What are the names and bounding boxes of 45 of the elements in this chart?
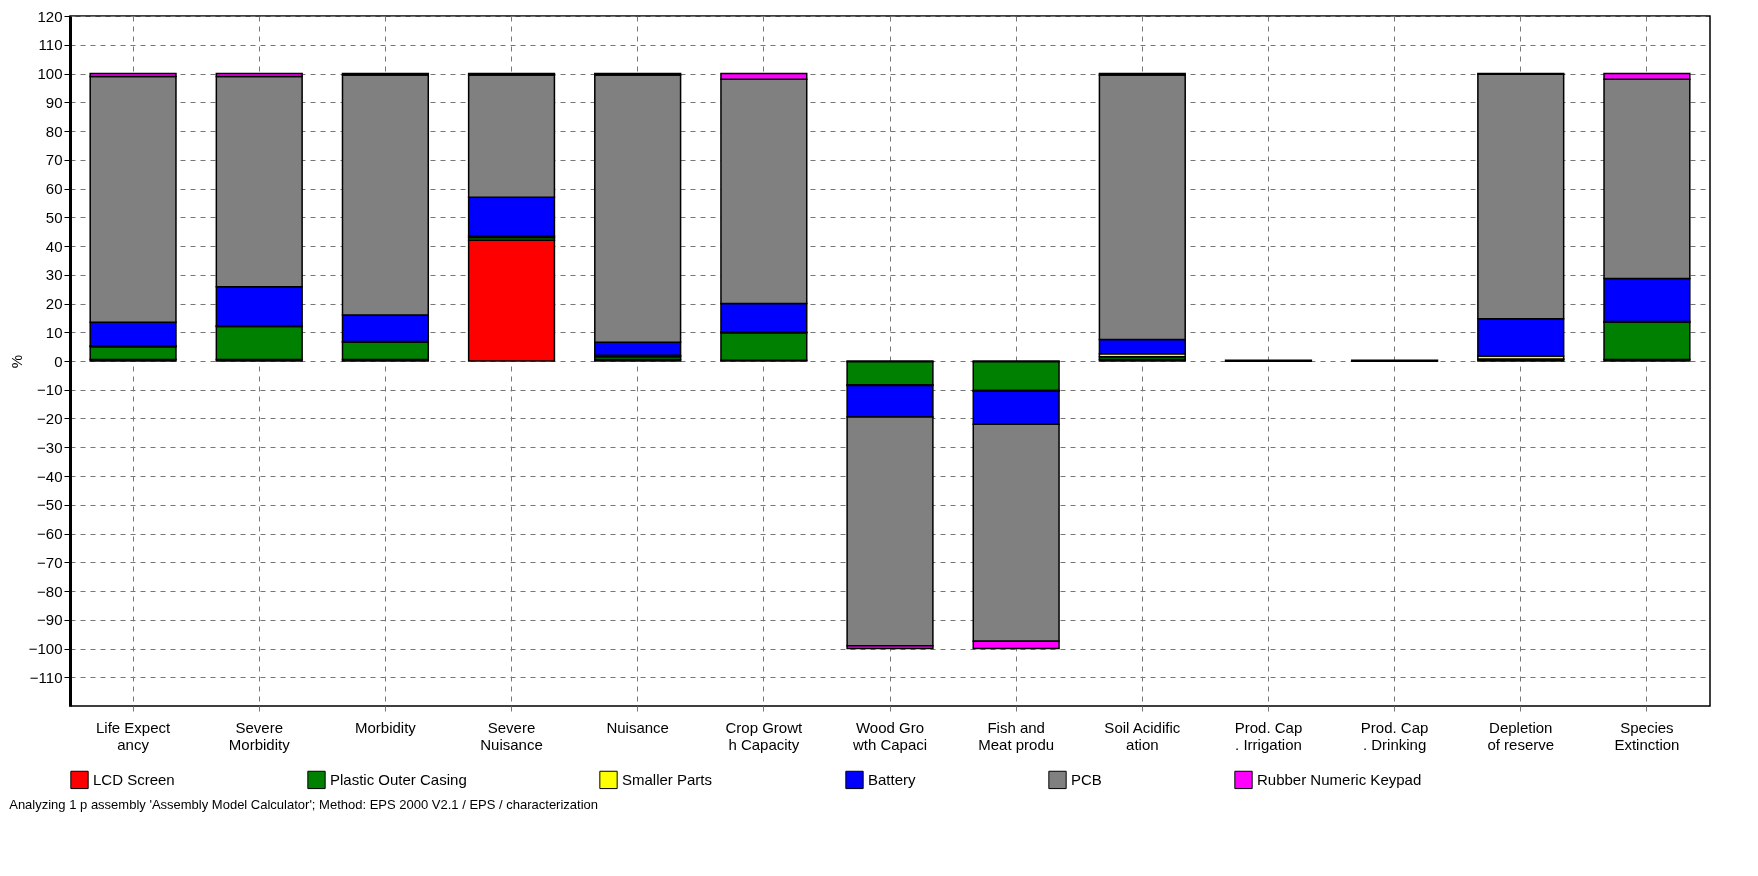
x-tick-label: Fish and Meat produ xyxy=(978,718,1055,753)
x-tick-label: Severe Morbidity xyxy=(228,718,291,753)
x-tick-label: Prod. Cap . Drinking xyxy=(1360,718,1429,753)
x-tick-label: Life Expect ancy xyxy=(95,718,172,753)
legend-label: Rubber Numeric Keypad xyxy=(1257,770,1422,788)
y-tick-label: −110 xyxy=(29,668,63,686)
y-tick-label: 100 xyxy=(37,65,63,82)
y-tick-label: 60 xyxy=(45,180,63,197)
x-tick-label: Depletion of reserve xyxy=(1487,718,1555,753)
legend-label: Battery xyxy=(868,770,917,788)
y-tick-label: 10 xyxy=(45,323,63,341)
y-tick-label: −30 xyxy=(37,438,63,456)
legend-label: PCB xyxy=(1071,770,1102,788)
x-tick-label: Nuisance xyxy=(606,718,669,736)
x-tick-label: Wood Gro wth Capaci xyxy=(851,718,928,753)
legend-label: LCD Screen xyxy=(93,770,175,788)
y-tick-label: 90 xyxy=(45,93,63,111)
y-tick-label: 20 xyxy=(45,295,63,312)
x-tick-label: Morbidity xyxy=(354,718,417,736)
y-tick-label: −50 xyxy=(37,496,63,514)
y-tick-label: −10 xyxy=(37,381,63,399)
x-tick-label: Prod. Cap . Irrigation xyxy=(1234,718,1303,753)
y-tick-label: 40 xyxy=(45,237,63,255)
legend-label: Smaller Parts xyxy=(622,770,713,788)
x-tick-label: Severe Nuisance xyxy=(480,718,543,753)
y-tick-label: −80 xyxy=(37,582,63,600)
y-tick-label: −20 xyxy=(37,410,63,427)
x-tick-label: Crop Growt h Capacity xyxy=(725,718,804,753)
y-tick-label: −40 xyxy=(37,467,63,485)
y-tick-label: 70 xyxy=(45,151,63,169)
y-tick-label: 30 xyxy=(45,266,63,284)
y-tick-label: 80 xyxy=(45,122,63,140)
x-tick-label: Soil Acidific ation xyxy=(1104,718,1181,753)
y-tick-label: −70 xyxy=(37,553,63,571)
y-tick-label: 110 xyxy=(38,36,63,54)
x-tick-label: Species Extinction xyxy=(1614,718,1680,753)
y-axis-title: % xyxy=(7,354,25,369)
y-tick-label: −100 xyxy=(28,640,63,657)
y-tick-label: 0 xyxy=(54,352,63,370)
legend-label: Plastic Outer Casing xyxy=(330,770,467,788)
y-tick-label: −90 xyxy=(37,611,63,629)
y-tick-label: 120 xyxy=(37,7,63,25)
y-tick-label: −60 xyxy=(37,525,63,542)
text: Analyzing 1 p assembly 'Assembly Model Calculator'; Method: EPS 2000 V2.1 / EPS / characterization xyxy=(9,797,599,812)
y-tick-label: 50 xyxy=(45,208,63,226)
